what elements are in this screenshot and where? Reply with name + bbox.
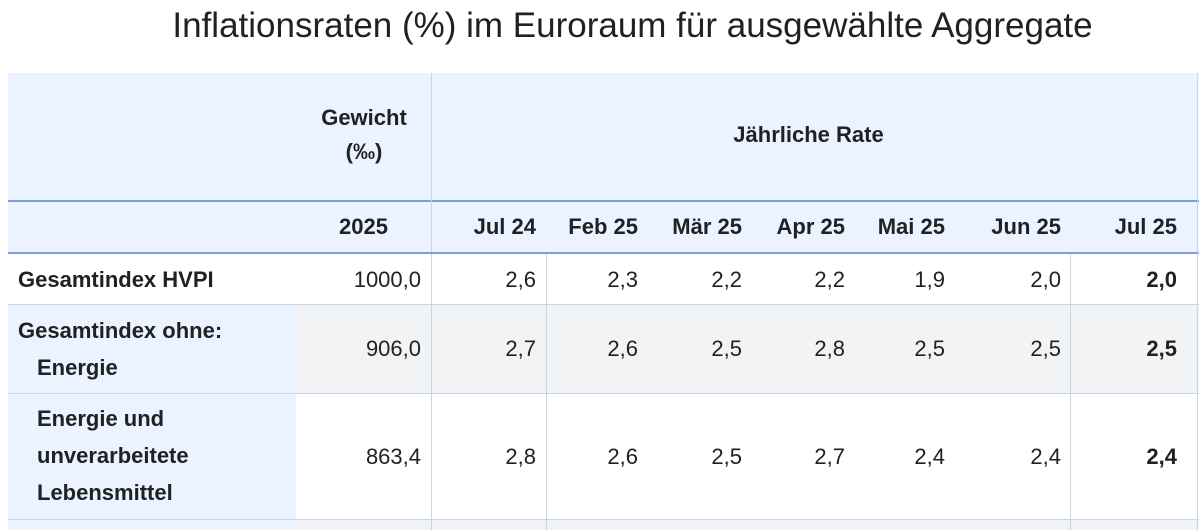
row-label: Gesamtindex HVPI	[18, 267, 214, 292]
weight-year-header: 2025	[339, 214, 388, 239]
weight-cell: 906,0	[365, 336, 421, 361]
month-header: Jul 24	[473, 214, 536, 239]
weight-cell: 1000,0	[353, 266, 421, 292]
value-cell: 2,8	[505, 443, 536, 469]
month-header: Jun 25	[991, 214, 1061, 239]
value-cell: 2,0	[1030, 266, 1061, 292]
value-cell-latest: 2,0	[1146, 266, 1177, 292]
row-stripe-bg	[296, 305, 1199, 393]
row-label-bg	[8, 305, 296, 393]
value-cell: 2,4	[1030, 443, 1061, 469]
row-label: Lebensmittel	[37, 480, 173, 505]
value-cell: 2,2	[814, 266, 845, 292]
month-header: Mai 25	[877, 214, 945, 239]
row-separator	[8, 519, 1199, 520]
inflation-table: Gewicht (‰) Jährliche Rate 2025 Jul 24 F…	[8, 73, 1199, 530]
value-cell: 2,5	[711, 443, 742, 469]
table-title: Inflationsraten (%) im Euroraum für ausg…	[172, 6, 1093, 45]
value-cell: 2,5	[711, 336, 742, 361]
row-label: Energie und	[37, 406, 165, 431]
row-label-bg	[8, 394, 296, 519]
value-cell: 2,4	[914, 443, 945, 469]
column-divider	[431, 254, 432, 530]
value-cell: 2,5	[1030, 336, 1061, 361]
value-cell: 2,5	[914, 336, 945, 361]
header-bottom-border	[8, 252, 1199, 254]
value-cell: 2,8	[814, 336, 845, 361]
row-label: unverarbeitete	[37, 443, 189, 468]
month-header: Mär 25	[672, 214, 742, 239]
month-header: Apr 25	[776, 214, 845, 239]
value-cell: 2,2	[711, 266, 742, 292]
value-cell: 2,6	[607, 443, 638, 469]
row-label-sub: Energie	[37, 355, 118, 380]
value-cell: 2,7	[505, 336, 536, 361]
header-row-sub	[8, 202, 1199, 252]
month-header: Feb 25	[568, 214, 638, 239]
weight-cell: 863,4	[365, 443, 421, 469]
row-stripe-bg	[296, 520, 1199, 530]
value-cell: 2,7	[814, 443, 845, 469]
weight-header-unit: (‰)	[345, 139, 383, 164]
annual-rate-header: Jährliche Rate	[733, 122, 884, 147]
header-divider	[8, 200, 1199, 202]
value-cell-latest: 2,5	[1146, 336, 1177, 361]
month-header: Jul 25	[1114, 214, 1177, 239]
column-divider	[546, 254, 547, 530]
row-separator	[8, 304, 1199, 305]
value-cell: 2,3	[607, 266, 638, 292]
value-cell-latest: 2,4	[1146, 443, 1177, 469]
row-separator	[8, 393, 1199, 394]
value-cell: 2,6	[607, 336, 638, 361]
column-divider	[1070, 254, 1071, 530]
weight-header-label: Gewicht	[321, 105, 407, 130]
column-divider	[1197, 73, 1198, 530]
header-row-top	[8, 73, 1199, 200]
row-label-bg	[8, 520, 296, 530]
value-cell: 1,9	[914, 266, 945, 292]
weight-header: Gewicht (‰)	[296, 95, 432, 175]
column-divider	[431, 73, 432, 252]
value-cell: 2,6	[505, 266, 536, 292]
row-label: Gesamtindex ohne:	[18, 318, 223, 343]
